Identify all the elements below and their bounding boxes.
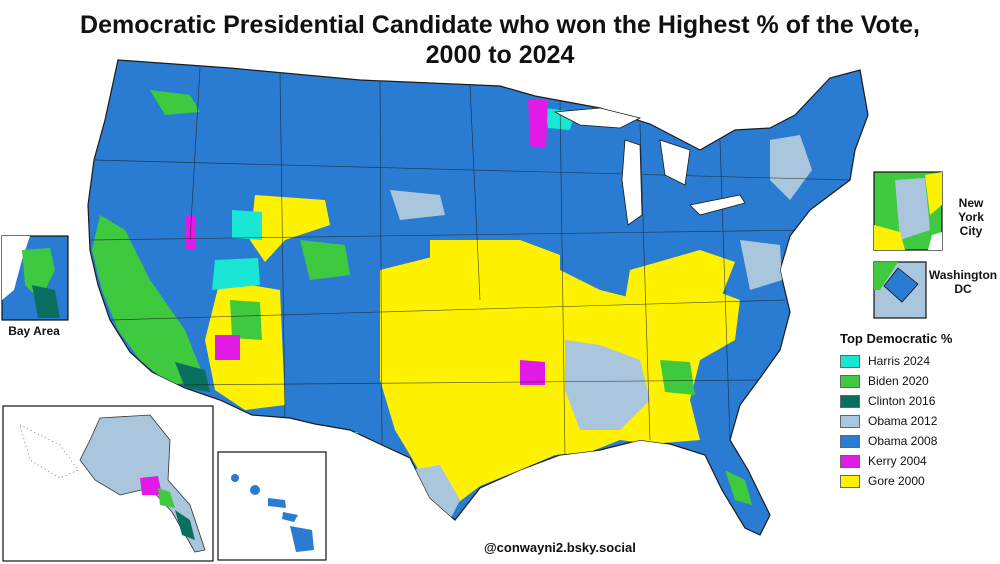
region-biden-california <box>92 215 205 385</box>
legend-title: Top Democratic % <box>840 331 953 346</box>
lake-superior <box>553 107 642 129</box>
region-harris-utah <box>212 258 260 290</box>
legend-item: Kerry 2004 <box>840 451 990 471</box>
region-biden-colorado <box>300 240 350 280</box>
legend-item: Biden 2020 <box>840 371 990 391</box>
region-obama2012-newengland <box>770 135 812 200</box>
region-obama2012-virginia <box>740 240 782 290</box>
region-obama2012-plains <box>390 190 445 220</box>
nyc-inset <box>873 171 943 251</box>
region-biden-washington <box>150 90 200 115</box>
legend-item: Gore 2000 <box>840 471 990 491</box>
legend-label: Gore 2000 <box>868 474 925 488</box>
legend-label: Harris 2024 <box>868 354 931 368</box>
lake-michigan <box>621 139 643 226</box>
region-kerry-nevada <box>185 215 195 250</box>
nyc-label: New York City <box>958 196 984 238</box>
hawaii-inset <box>217 451 327 561</box>
lake-erie <box>689 194 746 216</box>
legend-label: Kerry 2004 <box>868 454 927 468</box>
region-gore-utah <box>250 195 330 262</box>
region-gore-kentucky <box>625 250 735 310</box>
bay-area-label: Bay Area <box>8 324 60 338</box>
legend-swatch <box>840 414 860 428</box>
region-biden-florida <box>725 470 752 505</box>
region-kerry-minnesota <box>528 100 548 148</box>
region-obama2012-deepsouth <box>565 340 650 430</box>
region-kerry-arkansas <box>520 360 545 385</box>
legend-swatch <box>840 434 860 448</box>
region-harris-wyoming <box>232 210 262 240</box>
legend-item: Clinton 2016 <box>840 391 990 411</box>
legend-swatch <box>840 354 860 368</box>
dc-inset <box>873 261 927 319</box>
legend-swatch <box>840 474 860 488</box>
legend-item: Harris 2024 <box>840 351 990 371</box>
legend-label: Biden 2020 <box>868 374 929 388</box>
author-credit: @conwayni2.bsky.social <box>484 540 636 555</box>
legend-label: Clinton 2016 <box>868 394 936 408</box>
legend-item: Obama 2008 <box>840 431 990 451</box>
legend-swatch <box>840 374 860 388</box>
legend-label: Obama 2008 <box>868 434 938 448</box>
region-biden-newmexico <box>230 300 262 340</box>
map-legend: Top Democratic % Harris 2024 Biden 2020 … <box>840 331 990 491</box>
region-obama2012-texas <box>410 465 460 520</box>
map-title: Democratic Presidential Candidate who wo… <box>0 10 1000 70</box>
lake-huron <box>659 139 691 186</box>
region-gore-plains <box>430 240 560 300</box>
dc-label: Washington DC <box>928 268 998 296</box>
bay-area-inset <box>1 235 69 321</box>
legend-swatch <box>840 454 860 468</box>
region-biden-georgia <box>660 360 695 395</box>
region-harris-texas <box>345 432 358 444</box>
state-boundaries <box>89 67 851 456</box>
title-line-2: 2000 to 2024 <box>425 41 575 69</box>
region-gore-arizona <box>205 280 285 410</box>
alaska-inset <box>2 405 214 562</box>
region-kerry-arizona <box>215 335 240 360</box>
legend-item: Obama 2012 <box>840 411 990 431</box>
legend-label: Obama 2012 <box>868 414 938 428</box>
title-line-1: Democratic Presidential Candidate who wo… <box>80 11 920 39</box>
region-gore-south <box>380 250 740 505</box>
legend-swatch <box>840 394 860 408</box>
